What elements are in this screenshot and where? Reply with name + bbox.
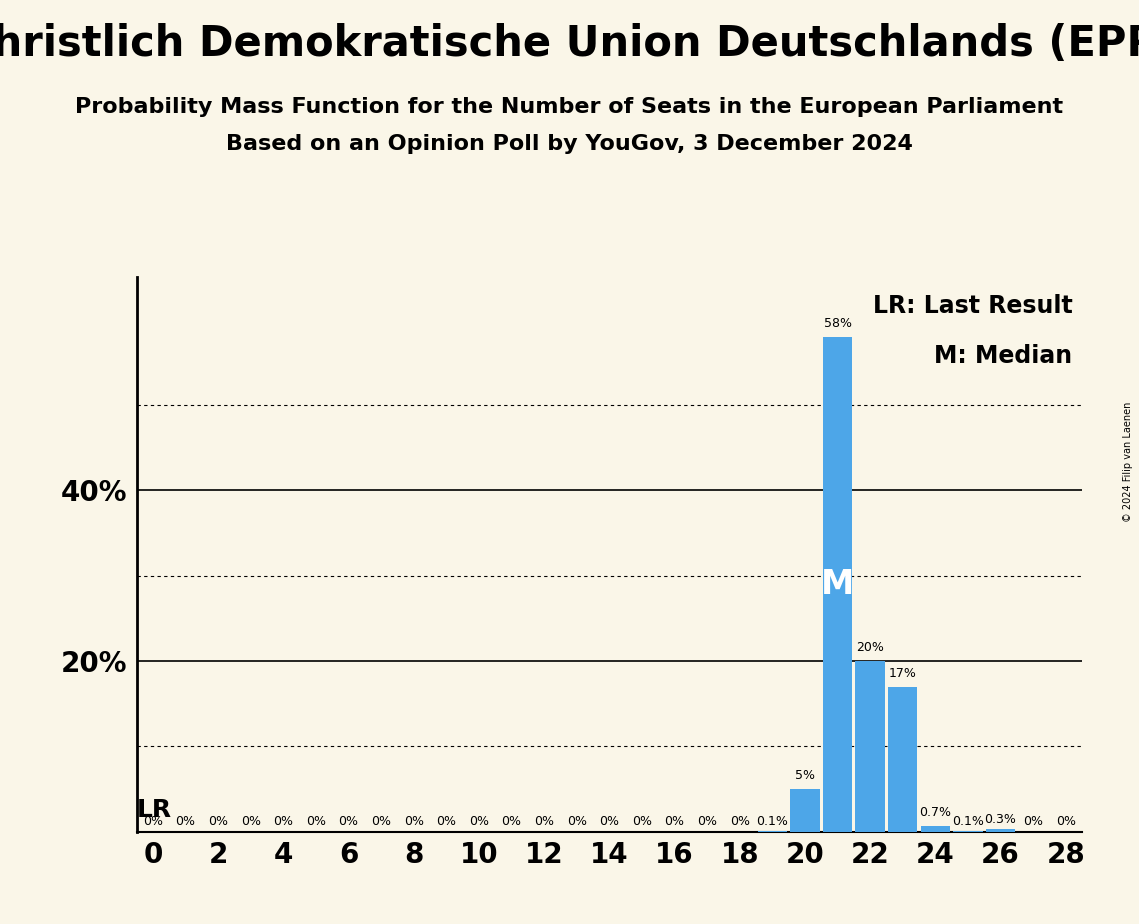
Text: 0.7%: 0.7%	[919, 806, 951, 819]
Text: 0%: 0%	[730, 815, 749, 828]
Text: 0%: 0%	[664, 815, 685, 828]
Text: 17%: 17%	[888, 667, 917, 680]
Text: 0%: 0%	[534, 815, 555, 828]
Text: 0%: 0%	[144, 815, 163, 828]
Text: 0%: 0%	[436, 815, 457, 828]
Text: 0%: 0%	[469, 815, 489, 828]
Text: 0%: 0%	[697, 815, 718, 828]
Text: 0%: 0%	[501, 815, 522, 828]
Text: 0%: 0%	[632, 815, 652, 828]
Text: 0%: 0%	[273, 815, 294, 828]
Text: M: Median: M: Median	[934, 344, 1073, 368]
Text: 0%: 0%	[403, 815, 424, 828]
Text: Probability Mass Function for the Number of Seats in the European Parliament: Probability Mass Function for the Number…	[75, 97, 1064, 117]
Text: 0.1%: 0.1%	[952, 815, 984, 828]
Text: 0%: 0%	[306, 815, 326, 828]
Bar	[855, 661, 885, 832]
Text: 0%: 0%	[371, 815, 391, 828]
Text: 0%: 0%	[567, 815, 587, 828]
Bar	[790, 789, 820, 832]
Text: 0%: 0%	[175, 815, 196, 828]
Text: 20%: 20%	[857, 641, 884, 654]
Text: 0.1%: 0.1%	[756, 815, 788, 828]
Text: 58%: 58%	[823, 317, 852, 330]
Text: Christlich Demokratische Union Deutschlands (EPP): Christlich Demokratische Union Deutschla…	[0, 23, 1139, 65]
Text: 0%: 0%	[338, 815, 359, 828]
Text: 0%: 0%	[1056, 815, 1075, 828]
Text: 5%: 5%	[795, 769, 816, 782]
Bar	[822, 337, 852, 832]
Bar	[920, 826, 950, 832]
Text: LR: LR	[137, 798, 172, 822]
Bar	[888, 687, 917, 832]
Text: 0.3%: 0.3%	[984, 813, 1016, 826]
Text: © 2024 Filip van Laenen: © 2024 Filip van Laenen	[1123, 402, 1133, 522]
Text: LR: Last Result: LR: Last Result	[872, 294, 1073, 318]
Text: 0%: 0%	[1023, 815, 1043, 828]
Text: 0%: 0%	[240, 815, 261, 828]
Text: M: M	[821, 567, 854, 601]
Text: 0%: 0%	[208, 815, 228, 828]
Text: Based on an Opinion Poll by YouGov, 3 December 2024: Based on an Opinion Poll by YouGov, 3 De…	[226, 134, 913, 154]
Bar	[986, 829, 1015, 832]
Text: 0%: 0%	[599, 815, 620, 828]
